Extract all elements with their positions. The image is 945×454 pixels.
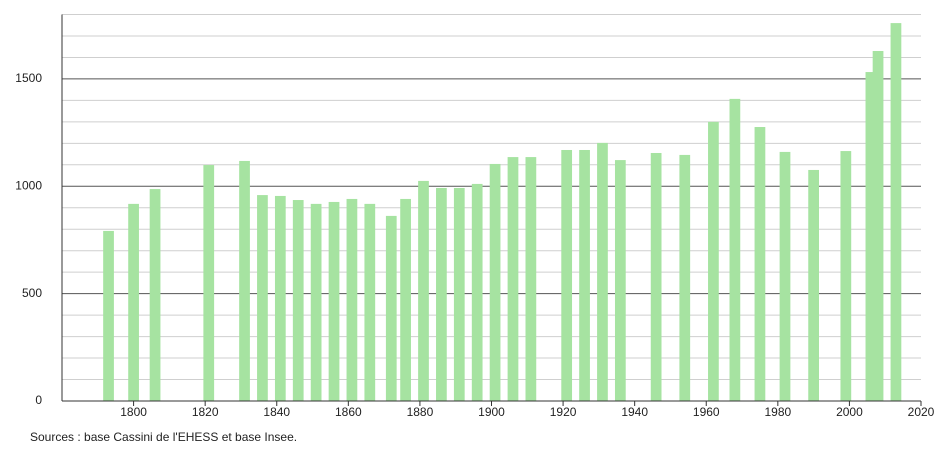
bar xyxy=(436,187,447,401)
y-tick-label: 1000 xyxy=(15,178,42,192)
bar xyxy=(614,160,626,401)
bar xyxy=(400,198,411,401)
bar xyxy=(471,183,483,401)
bar xyxy=(364,203,376,401)
bar xyxy=(525,157,537,401)
bar xyxy=(203,165,215,401)
bar xyxy=(808,169,819,401)
x-tick-label: 1880 xyxy=(407,405,434,419)
bar xyxy=(239,160,250,401)
bar xyxy=(579,149,590,401)
x-tick-label: 1900 xyxy=(478,405,505,419)
bar xyxy=(840,151,852,401)
bar xyxy=(310,203,322,401)
bar xyxy=(128,203,139,401)
x-tick-label: 1840 xyxy=(263,405,290,419)
x-tick-label: 1920 xyxy=(550,405,577,419)
bar xyxy=(561,149,573,401)
x-tick-label: 1940 xyxy=(621,405,648,419)
bar xyxy=(865,72,877,401)
y-tick-label: 0 xyxy=(35,393,42,407)
x-tick-label: 2020 xyxy=(908,405,935,419)
x-tick-label: 1860 xyxy=(335,405,362,419)
bar xyxy=(418,180,429,401)
y-tick-label: 500 xyxy=(22,286,42,300)
bar xyxy=(507,157,519,401)
bar xyxy=(346,198,358,401)
bar xyxy=(103,230,114,401)
bar xyxy=(257,195,268,401)
bar xyxy=(890,23,902,401)
bar xyxy=(779,151,791,401)
x-tick-label: 1800 xyxy=(120,405,147,419)
x-tick-label: 1820 xyxy=(192,405,219,419)
y-tick-label: 1500 xyxy=(15,71,42,85)
bar xyxy=(754,127,766,402)
bar xyxy=(872,51,884,401)
bar xyxy=(679,154,691,401)
bar xyxy=(489,163,501,401)
x-tick-label: 1980 xyxy=(764,405,791,419)
bar xyxy=(292,200,304,401)
bar xyxy=(597,142,608,402)
bar xyxy=(650,152,662,401)
bar xyxy=(385,215,397,401)
bar xyxy=(453,187,465,401)
bar xyxy=(149,189,161,401)
bar xyxy=(328,201,340,401)
bar xyxy=(274,195,286,401)
source-note: Sources : base Cassini de l'EHESS et bas… xyxy=(30,430,297,444)
x-tick-label: 1960 xyxy=(693,405,720,419)
bar xyxy=(708,121,719,401)
x-tick-label: 2000 xyxy=(836,405,863,419)
bar xyxy=(729,98,741,401)
